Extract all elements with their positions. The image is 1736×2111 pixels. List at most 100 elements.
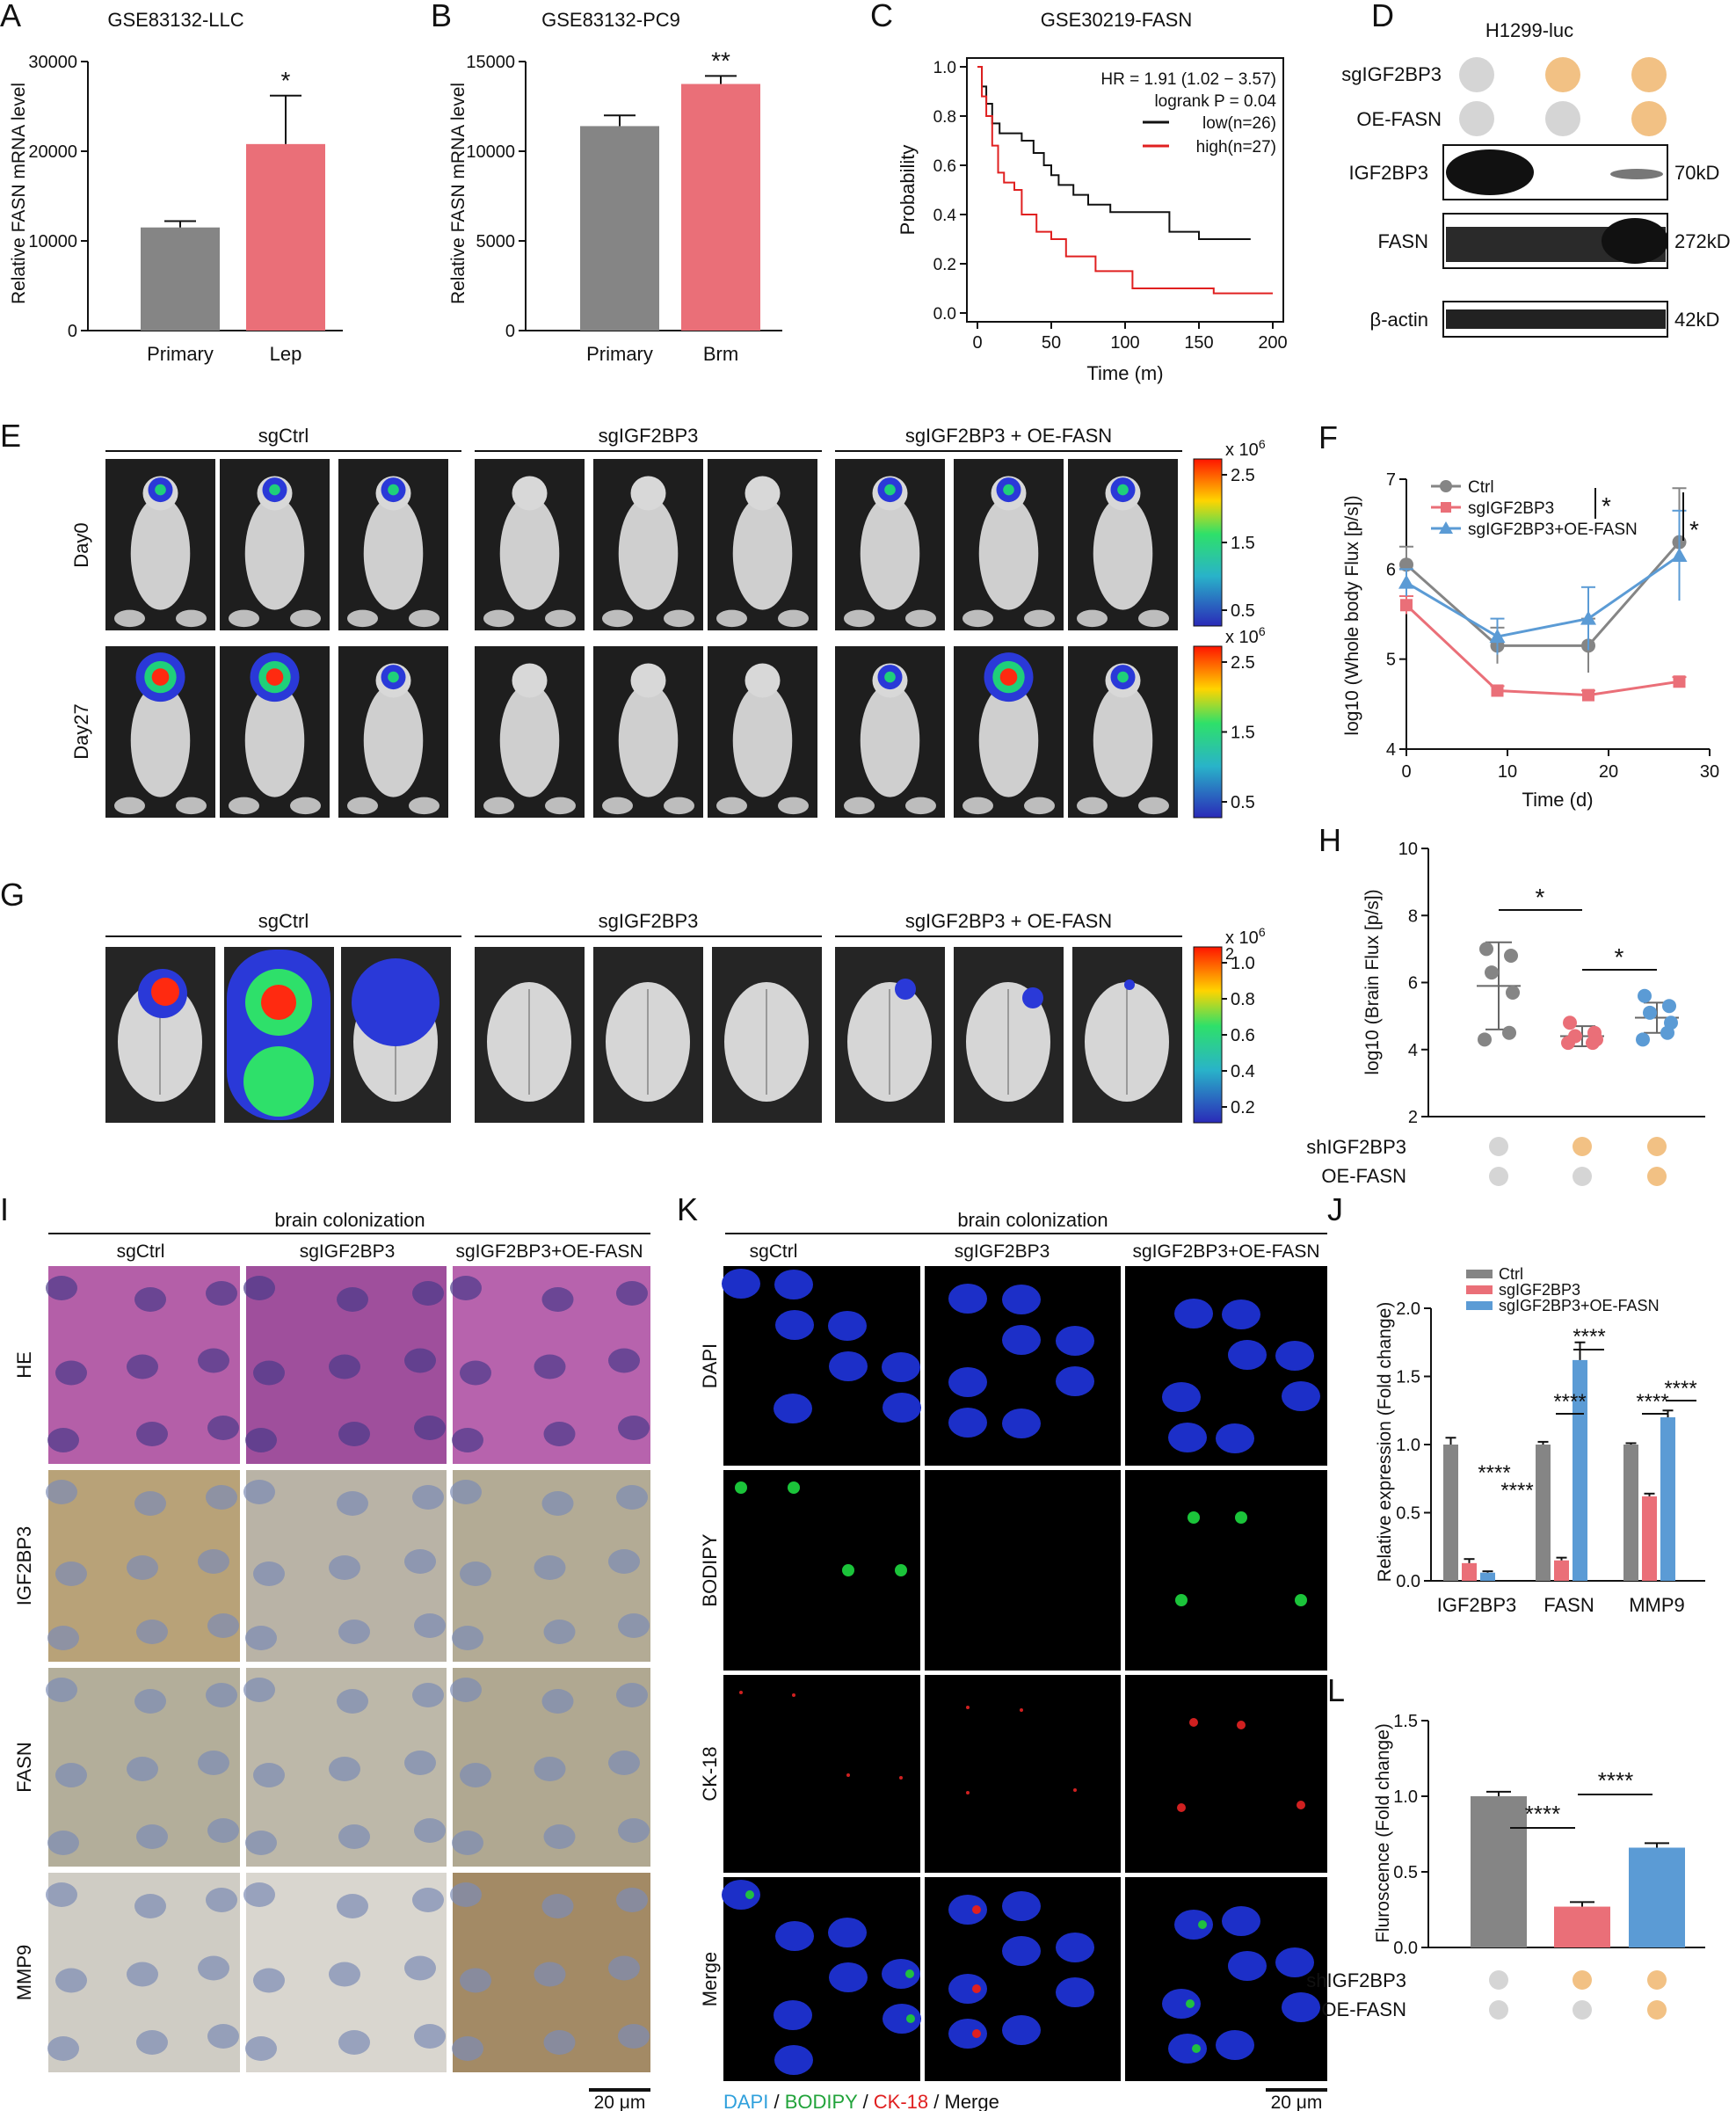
panel-f-y-tick-label: 7: [1386, 470, 1396, 490]
bar: [1471, 1796, 1527, 1947]
series-line: [1406, 541, 1681, 647]
luminescence-signal: [388, 671, 399, 683]
nucleus: [1162, 1382, 1201, 1412]
data-point: [1636, 1032, 1650, 1047]
fluorescence-image: [1125, 1470, 1327, 1671]
band-label: β-actin: [1370, 309, 1428, 331]
fluorescence-image: [722, 1877, 921, 2081]
mouse-leg: [844, 609, 875, 628]
panel-b-y-tick-label: 10000: [466, 142, 515, 162]
row-label: BODIPY: [699, 1533, 721, 1606]
colorbar-unit: x 106: [1225, 437, 1266, 460]
panel-b-y-tick-label: 0: [505, 322, 515, 341]
mouse-head: [630, 663, 666, 698]
row-label: Day27: [70, 703, 92, 760]
histology-image: [243, 1668, 447, 1867]
significance-mark: ****: [1573, 1325, 1605, 1349]
lipid-droplet: [1188, 1511, 1200, 1524]
nucleus: [543, 1824, 576, 1849]
significance-mark: ****: [1500, 1479, 1533, 1503]
x-tick-label: FASN: [1544, 1594, 1594, 1616]
nucleus: [253, 1763, 285, 1787]
nucleus: [127, 1962, 158, 1987]
x-tick-label: IGF2BP3: [1437, 1594, 1516, 1616]
nucleus: [243, 1678, 275, 1702]
mouse-image: [835, 646, 945, 818]
brain-image: [1072, 947, 1182, 1123]
mouse-body: [130, 683, 191, 797]
legend-label: high(n=27): [1196, 138, 1276, 157]
mouse-body: [244, 496, 305, 610]
merge-signal: [1192, 2044, 1201, 2053]
bar: [1554, 1560, 1569, 1581]
colorbar-exponent: 6: [1259, 925, 1266, 939]
header-label: brain colonization: [957, 1209, 1108, 1231]
nucleus: [245, 2036, 277, 2061]
luminescence-signal: [1022, 987, 1043, 1008]
nucleus: [450, 1678, 482, 1702]
nucleus: [882, 1959, 920, 1989]
nucleus: [829, 1351, 868, 1381]
scale-label: 20 μm: [1271, 2093, 1323, 2111]
nucleus: [329, 1962, 360, 1987]
nucleus: [404, 1348, 436, 1373]
nucleus: [414, 1613, 446, 1638]
nucleus: [253, 1561, 285, 1586]
mouse-body: [860, 683, 920, 797]
nucleus: [1282, 1381, 1320, 1411]
mouse-image: [338, 646, 448, 818]
nucleus: [47, 1428, 79, 1452]
nucleus: [543, 1422, 576, 1446]
panel-a-y-tick-label: 0: [68, 322, 77, 341]
mouse-leg: [905, 609, 936, 628]
image-background: [1125, 1675, 1327, 1873]
panel-letter: D: [1371, 0, 1394, 33]
luminescence-signal: [1003, 484, 1014, 496]
mouse-leg: [1024, 609, 1055, 628]
mouse-image: [475, 459, 585, 630]
nucleus: [127, 1354, 158, 1379]
y-axis-label: log10 (Whole body Flux [p/s]): [1342, 495, 1362, 735]
x-tick-label: 100: [1110, 333, 1139, 353]
mouse-image: [338, 459, 448, 630]
ck18-signal: [1297, 1801, 1305, 1809]
luminescence-signal: [999, 668, 1018, 686]
colorbar-tick-label: 0.2: [1231, 1098, 1255, 1117]
x-tick-label: MMP9: [1629, 1594, 1685, 1616]
significance-mark: ****: [1598, 1767, 1633, 1794]
mouse-image: [954, 646, 1064, 818]
nucleus: [1056, 1933, 1094, 1962]
nucleus: [412, 1888, 444, 1912]
mouse-leg: [778, 797, 809, 815]
nucleus: [253, 1968, 285, 1993]
panel-l-y-tick-label: 0.0: [1393, 1939, 1418, 1958]
bar: [246, 143, 325, 331]
nucleus: [948, 1367, 987, 1397]
panel-h-y-tick-label: 2: [1408, 1108, 1418, 1127]
nucleus: [55, 1360, 87, 1386]
nucleus: [722, 1880, 760, 1910]
panel-letter: G: [0, 877, 25, 913]
nucleus: [46, 1882, 77, 1907]
nucleus: [47, 1831, 79, 1855]
hazard-ratio: HR = 1.91 (1.02 − 3.57): [1100, 70, 1276, 89]
bar: [580, 126, 659, 331]
significance-mark: *: [1536, 884, 1545, 911]
legend-marker: [1439, 521, 1453, 534]
mouse-leg: [962, 797, 993, 815]
series-line: [1405, 604, 1680, 697]
fluorescence-image: [1125, 1675, 1327, 1873]
colorbar-tick-label: 0.4: [1231, 1062, 1255, 1081]
nucleus: [1275, 1947, 1314, 1977]
mouse-leg: [114, 609, 145, 628]
nucleus: [534, 1962, 566, 1987]
mouse-leg: [409, 609, 439, 628]
nucleus: [618, 1818, 650, 1843]
mouse-leg: [114, 797, 145, 815]
condition-dot: [1489, 1970, 1508, 1990]
band-size: 42kD: [1674, 309, 1719, 331]
y-tick-label: 0.8: [933, 108, 956, 127]
histology-image: [450, 1470, 650, 1662]
brain-image: [475, 947, 585, 1123]
nucleus: [1168, 1423, 1207, 1452]
